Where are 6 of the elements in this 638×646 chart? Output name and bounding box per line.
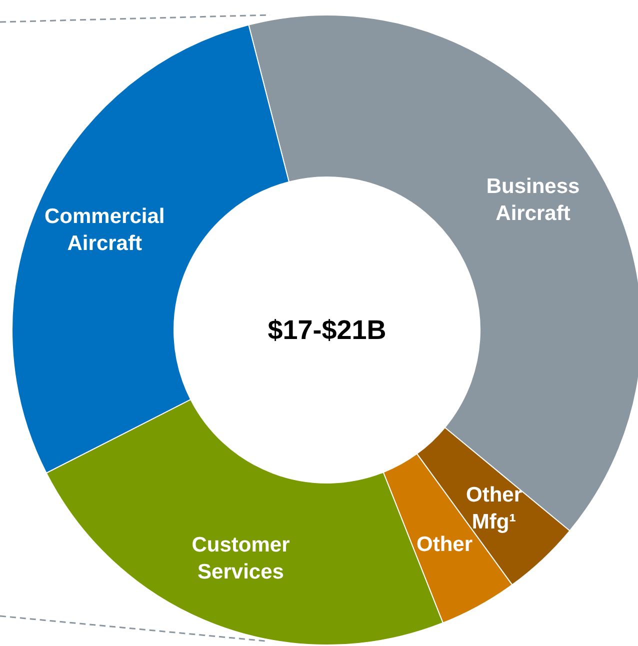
text: $17-$21B	[268, 315, 386, 345]
slice-label: Customer Services	[192, 533, 290, 584]
slice-label: Commercial Aircraft	[44, 204, 165, 255]
slice-label: Other	[416, 532, 473, 556]
slice-label: Other Mfg¹	[466, 482, 522, 533]
slice-label: Business Aircraft	[486, 174, 580, 224]
